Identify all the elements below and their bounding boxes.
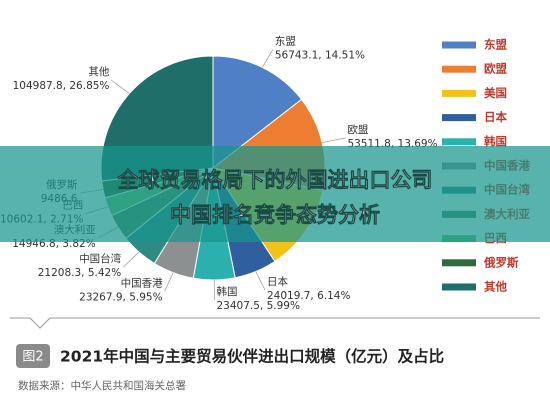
value-label: 23407.5, 5.99% bbox=[217, 300, 300, 312]
legend-swatch bbox=[442, 114, 476, 122]
leader-line bbox=[164, 272, 174, 292]
source: 数据来源：中华人民共和国海关总署 bbox=[18, 379, 186, 392]
legend-label: 美国 bbox=[484, 86, 507, 100]
legend-swatch bbox=[442, 283, 476, 291]
legend-swatch bbox=[442, 259, 476, 267]
slice-label: 欧盟 bbox=[347, 124, 368, 136]
chart-title: 2021年中国与主要贸易伙伴进出口规模（亿元）及占比 bbox=[60, 347, 444, 366]
divider bbox=[10, 317, 540, 329]
value-label: 23267.9, 5.95% bbox=[79, 291, 162, 303]
badge-text: 图2 bbox=[22, 350, 43, 365]
value-label: 56743.1, 14.51% bbox=[275, 49, 365, 61]
banner-line: 中国排名竞争态势分析 bbox=[170, 203, 380, 227]
legend-label: 欧盟 bbox=[484, 62, 507, 76]
banner bbox=[0, 146, 550, 242]
leader-line bbox=[262, 49, 274, 68]
slice-label: 中国台湾 bbox=[79, 252, 121, 265]
slice-label: 东盟 bbox=[275, 34, 296, 47]
value-label: 104987.8, 26.85% bbox=[13, 80, 110, 92]
slice-label: 韩国 bbox=[217, 285, 238, 298]
leader-line bbox=[122, 251, 140, 268]
legend-swatch bbox=[442, 138, 476, 146]
badge bbox=[16, 344, 50, 368]
banner-line: 全球贸易格局下的外国进出口公司 bbox=[117, 168, 433, 192]
legend-label: 东盟 bbox=[484, 38, 507, 52]
legend-label: 其他 bbox=[484, 280, 507, 294]
legend-label: 俄罗斯 bbox=[483, 255, 519, 269]
legend-swatch bbox=[442, 41, 476, 49]
leader-line bbox=[111, 79, 130, 94]
slice-label: 其他 bbox=[88, 65, 109, 78]
value-label: 24019.7, 6.14% bbox=[267, 290, 350, 302]
legend-swatch bbox=[442, 89, 476, 97]
legend-label: 日本 bbox=[484, 110, 507, 124]
slice-label: 中国香港 bbox=[121, 276, 163, 289]
legend-swatch bbox=[442, 65, 476, 73]
value-label: 21208.3, 5.42% bbox=[38, 267, 121, 279]
leader-line bbox=[255, 271, 266, 291]
slice-label: 日本 bbox=[267, 275, 288, 288]
legend-label: 韩国 bbox=[484, 134, 507, 148]
leader-line bbox=[322, 137, 346, 143]
